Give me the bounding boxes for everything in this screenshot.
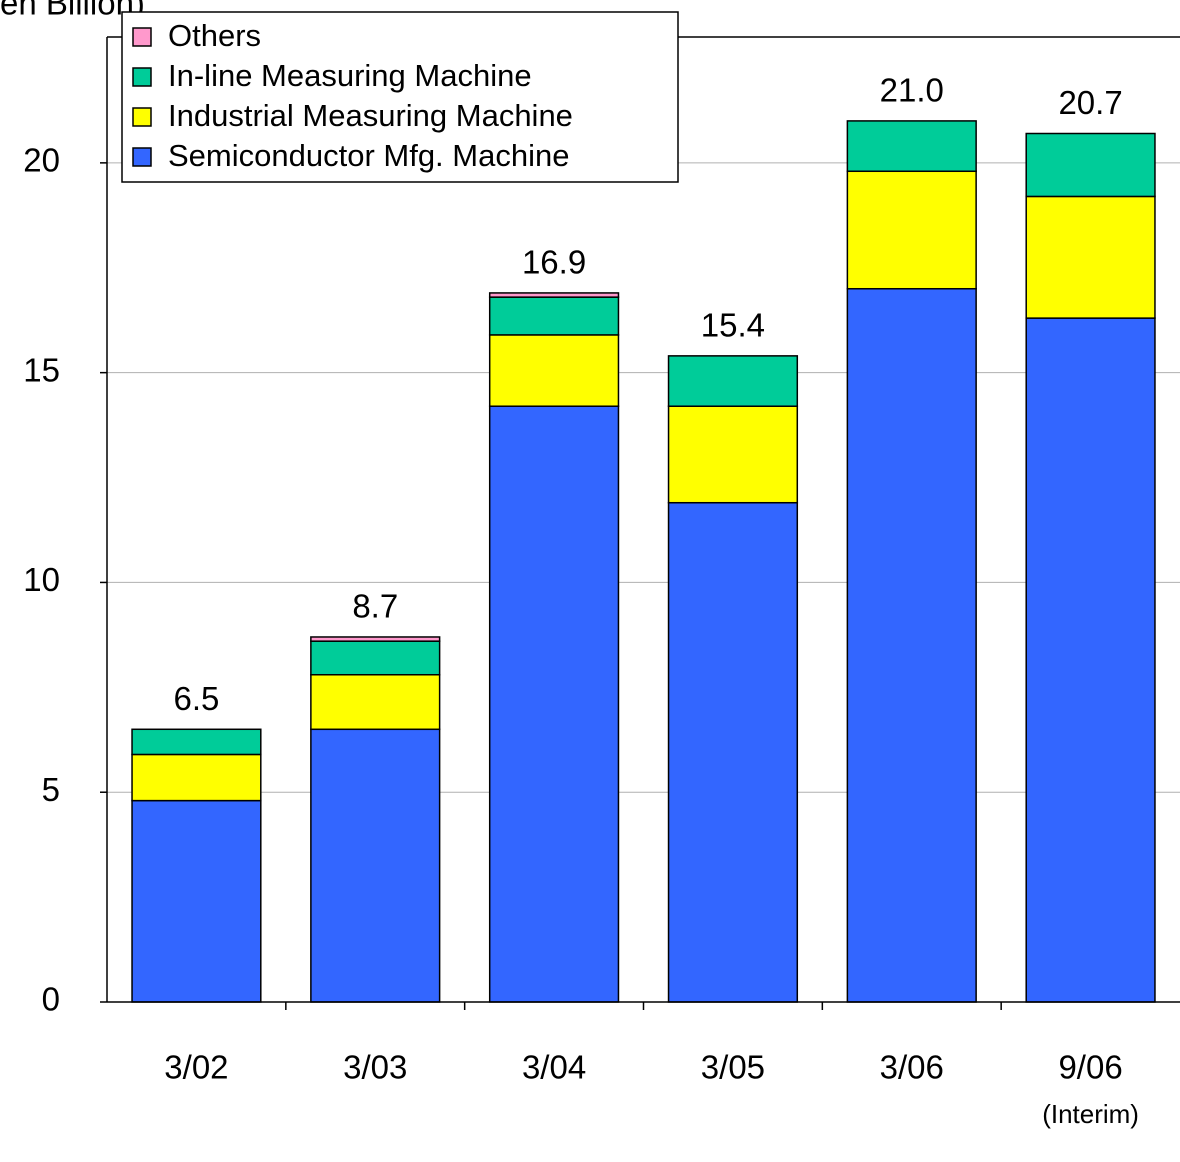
- x-tick-label: 3/05: [701, 1049, 765, 1086]
- legend-swatch: [132, 67, 152, 87]
- bar-segment: [846, 170, 977, 290]
- bar-segment: [846, 287, 977, 1003]
- bar-segment: [488, 296, 620, 336]
- x-tick-label: 3/03: [343, 1049, 407, 1086]
- legend-swatch: [132, 147, 152, 167]
- bar-segment: [846, 120, 977, 173]
- bar-segment: [667, 355, 799, 407]
- x-tick-label: 3/06: [880, 1049, 944, 1086]
- bar-segment: [488, 334, 620, 407]
- bar-segment: [1025, 317, 1156, 1003]
- bar-segment: [310, 640, 441, 676]
- bar-segment: [488, 405, 620, 1003]
- legend-swatch: [132, 27, 152, 47]
- annotation: (Interim): [1042, 1099, 1139, 1129]
- y-tick-label: 20: [23, 142, 60, 179]
- x-tick-label: 3/02: [164, 1049, 228, 1086]
- bar-segment: [131, 753, 262, 802]
- y-axis-label: en Billion): [0, 0, 145, 22]
- legend-label: Industrial Measuring Machine: [168, 98, 573, 133]
- bar-segment: [131, 799, 262, 1003]
- bar-segment: [310, 636, 441, 642]
- bar-segment: [310, 673, 441, 731]
- bar-segment: [1025, 132, 1156, 198]
- x-tick-label: 3/04: [522, 1049, 586, 1086]
- legend-label: In-line Measuring Machine: [168, 58, 532, 93]
- total-label: 15.4: [701, 307, 765, 344]
- total-label: 21.0: [880, 72, 944, 109]
- y-tick-label: 5: [42, 771, 60, 808]
- y-tick-label: 0: [42, 981, 60, 1018]
- legend-label: Semiconductor Mfg. Machine: [168, 138, 569, 173]
- total-label: 16.9: [522, 244, 586, 281]
- y-tick-label: 15: [23, 351, 60, 388]
- legend-box: [121, 11, 679, 183]
- bar-segment: [131, 728, 262, 756]
- total-label: 20.7: [1058, 84, 1122, 121]
- bar-segment: [310, 728, 441, 1003]
- legend-label: Others: [168, 18, 261, 53]
- total-label: 6.5: [173, 680, 219, 717]
- bar-segment: [667, 501, 799, 1003]
- y-tick-label: 10: [23, 561, 60, 598]
- total-label: 8.7: [352, 588, 398, 625]
- bar-segment: [1025, 195, 1156, 319]
- bar-segment: [488, 292, 620, 298]
- x-tick-label: 9/06: [1058, 1049, 1122, 1086]
- legend-swatch: [132, 107, 152, 127]
- bar-segment: [667, 405, 799, 504]
